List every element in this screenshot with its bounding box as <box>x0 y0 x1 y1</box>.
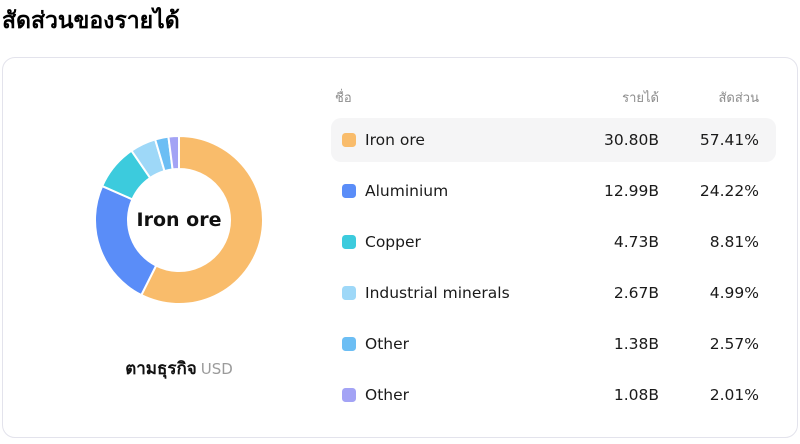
chart-footer-unit: USD <box>200 360 233 378</box>
table-row-industrial-minerals[interactable]: Industrial minerals 2.67B 4.99% <box>331 271 776 315</box>
row-name: Other <box>365 386 410 404</box>
table-row-other-2[interactable]: Other 1.08B 2.01% <box>331 373 776 417</box>
row-name: Iron ore <box>365 131 425 149</box>
table-header-row: ชื่อ รายได้ สัดส่วน <box>331 86 776 108</box>
copper-color-swatch <box>342 235 356 249</box>
industrial-minerals-color-swatch <box>342 286 356 300</box>
table-header-name: ชื่อ <box>335 90 352 106</box>
donut-chart-svg <box>94 135 264 305</box>
row-share: 4.99% <box>709 284 759 302</box>
table-row-iron-ore[interactable]: Iron ore 30.80B 57.41% <box>331 118 776 162</box>
row-revenue: 30.80B <box>603 131 659 149</box>
table-row-other-1[interactable]: Other 1.38B 2.57% <box>331 322 776 366</box>
row-share: 8.81% <box>709 233 759 251</box>
row-revenue: 4.73B <box>613 233 659 251</box>
revenue-table: ชื่อ รายได้ สัดส่วน Iron ore 30.80B 57.4… <box>331 86 776 424</box>
row-revenue: 1.08B <box>613 386 659 404</box>
row-name: Copper <box>365 233 421 251</box>
row-share: 2.01% <box>709 386 759 404</box>
donut-slice-5-other[interactable] <box>167 135 180 171</box>
row-revenue: 1.38B <box>613 335 659 353</box>
row-revenue: 2.67B <box>613 284 659 302</box>
row-share: 2.57% <box>709 335 759 353</box>
other-2-color-swatch <box>342 388 356 402</box>
donut-chart: Iron ore <box>91 132 267 308</box>
other-1-color-swatch <box>342 337 356 351</box>
iron-ore-color-swatch <box>342 133 356 147</box>
table-header-revenue: รายได้ <box>622 90 659 106</box>
row-name: Industrial minerals <box>365 284 510 302</box>
row-revenue: 12.99B <box>603 182 659 200</box>
chart-footer: ตามธุรกิจ USD <box>3 357 355 381</box>
row-name: Other <box>365 335 410 353</box>
revenue-breakdown-card: Iron ore ตามธุรกิจ USD ชื่อ รายได้ สัดส่ว… <box>2 57 798 438</box>
table-row-aluminium[interactable]: Aluminium 12.99B 24.22% <box>331 169 776 213</box>
row-share: 57.41% <box>699 131 759 149</box>
donut-slice-1-aluminium[interactable] <box>94 185 158 297</box>
chart-footer-label: ตามธุรกิจ <box>125 359 197 379</box>
table-header-share: สัดส่วน <box>718 90 760 106</box>
page-title: สัดส่วนของรายได้ <box>2 8 180 34</box>
donut-slice-0-iron-ore[interactable] <box>140 135 264 305</box>
table-row-copper[interactable]: Copper 4.73B 8.81% <box>331 220 776 264</box>
row-share: 24.22% <box>699 182 759 200</box>
row-name: Aluminium <box>365 182 449 200</box>
aluminium-color-swatch <box>342 184 356 198</box>
